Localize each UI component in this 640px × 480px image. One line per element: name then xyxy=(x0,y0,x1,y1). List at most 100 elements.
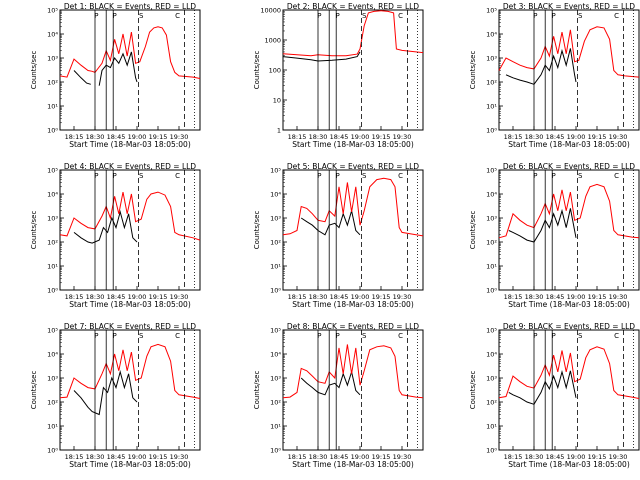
flag-annotation: C xyxy=(175,172,180,180)
x-tick-label: 19:15 xyxy=(588,453,607,461)
y-tick-label: 10¹ xyxy=(486,103,497,111)
series-line-events xyxy=(282,51,361,62)
y-tick-label: 10³ xyxy=(270,375,281,383)
y-tick-label: 10² xyxy=(486,79,497,87)
x-axis-label: Start Time (18-Mar-03 18:05:00) xyxy=(69,300,191,309)
flag-annotation: P xyxy=(533,172,537,180)
chart-title: Det 2: BLACK = Events, RED = LLD xyxy=(287,2,419,11)
chart-title: Det 1: BLACK = Events, RED = LLD xyxy=(64,2,196,11)
x-tick-label: 18:45 xyxy=(107,293,126,301)
y-tick-label: 10⁵ xyxy=(486,327,497,335)
flag-annotation: S xyxy=(578,332,583,340)
y-tick-label: 10⁴ xyxy=(486,351,497,359)
y-tick-label: 10¹ xyxy=(47,263,58,271)
y-tick-label: 10³ xyxy=(486,55,497,63)
x-tick-label: 19:15 xyxy=(588,293,607,301)
chart-title: Det 9: BLACK = Events, RED = LLD xyxy=(503,322,635,331)
y-tick-label: 10⁵ xyxy=(486,167,497,175)
plot-frame xyxy=(498,9,640,131)
flag-annotation: P xyxy=(551,12,555,20)
x-tick-label: 18:15 xyxy=(288,453,307,461)
y-tick-label: 10⁴ xyxy=(486,191,497,199)
y-tick-label: 10⁰ xyxy=(486,127,497,135)
x-tick-label: 18:15 xyxy=(504,293,523,301)
x-tick-label: 19:00 xyxy=(128,453,147,461)
x-tick-label: 19:15 xyxy=(149,293,168,301)
x-tick-label: 19:30 xyxy=(170,453,189,461)
series-line-events xyxy=(300,369,361,396)
chart-title: Det 8: BLACK = Events, RED = LLD xyxy=(287,322,419,331)
x-tick-label: 18:30 xyxy=(86,293,105,301)
series-line-events xyxy=(508,208,577,243)
y-tick-label: 10⁰ xyxy=(486,287,497,295)
y-tick-label: 10⁴ xyxy=(47,191,58,199)
y-tick-label: 10⁵ xyxy=(47,327,58,335)
chart-title: Det 4: BLACK = Events, RED = LLD xyxy=(64,162,196,171)
series-line-lld xyxy=(498,26,640,78)
y-tick-label: 10⁵ xyxy=(47,7,58,15)
x-tick-label: 19:30 xyxy=(393,453,412,461)
series-line-lld xyxy=(282,177,424,237)
flag-annotation: S xyxy=(578,172,583,180)
flag-annotation: S xyxy=(139,12,144,20)
plot-frame xyxy=(498,329,640,451)
y-axis-label: Counts/sec xyxy=(469,51,477,90)
series-line-events xyxy=(73,369,138,416)
y-axis-label: Counts/sec xyxy=(469,211,477,250)
chart-panel-8: Det 8: BLACK = Events, RED = LLD 10⁰ 10¹ 10… xyxy=(253,322,424,469)
flag-annotation: P xyxy=(533,332,537,340)
x-axis-label: Start Time (18-Mar-03 18:05:00) xyxy=(508,300,630,309)
y-tick-label: 1 xyxy=(277,127,281,135)
chart-panel-4: Det 4: BLACK = Events, RED = LLD 10⁰ 10¹ 10… xyxy=(30,162,201,309)
series-line-lld xyxy=(282,10,424,57)
flag-annotation: C xyxy=(398,332,403,340)
y-tick-label: 10¹ xyxy=(486,423,497,431)
x-tick-label: 19:00 xyxy=(351,293,370,301)
flag-annotation: C xyxy=(614,172,619,180)
plot-frame xyxy=(59,9,201,131)
chart-panel-6: Det 6: BLACK = Events, RED = LLD 10⁰ 10¹ 10… xyxy=(469,162,640,309)
chart-title: Det 7: BLACK = Events, RED = LLD xyxy=(64,322,196,331)
y-tick-label: 10² xyxy=(270,399,281,407)
series-line-lld xyxy=(59,191,201,241)
series-line-lld xyxy=(498,346,640,399)
x-tick-label: 18:15 xyxy=(65,133,84,141)
y-tick-label: 10⁴ xyxy=(47,351,58,359)
flag-annotation: P xyxy=(551,172,555,180)
x-axis-label: Start Time (18-Mar-03 18:05:00) xyxy=(69,140,191,149)
x-tick-label: 19:30 xyxy=(609,293,628,301)
x-tick-label: 18:45 xyxy=(546,133,565,141)
y-tick-label: 10⁵ xyxy=(486,7,497,15)
y-axis-label: Counts/sec xyxy=(30,51,38,90)
x-tick-label: 18:45 xyxy=(330,133,349,141)
series-line-events xyxy=(505,48,577,85)
y-tick-label: 10¹ xyxy=(47,103,58,111)
chart-title: Det 3: BLACK = Events, RED = LLD xyxy=(503,2,635,11)
y-axis-label: Counts/sec xyxy=(253,51,261,90)
y-tick-label: 10² xyxy=(47,239,58,247)
y-tick-label: 10⁴ xyxy=(270,351,281,359)
x-tick-label: 18:15 xyxy=(288,293,307,301)
x-tick-label: 18:15 xyxy=(504,453,523,461)
x-tick-label: 18:30 xyxy=(525,453,544,461)
chart-panel-7: Det 7: BLACK = Events, RED = LLD 10⁰ 10¹ 10… xyxy=(30,322,201,469)
x-tick-label: 19:00 xyxy=(567,293,586,301)
x-tick-label: 19:00 xyxy=(128,133,147,141)
flag-annotation: P xyxy=(335,12,339,20)
x-tick-label: 18:30 xyxy=(86,133,105,141)
y-tick-label: 10⁰ xyxy=(270,447,281,455)
x-axis-label: Start Time (18-Mar-03 18:05:00) xyxy=(292,300,414,309)
x-tick-label: 18:30 xyxy=(309,133,328,141)
x-tick-label: 18:30 xyxy=(86,453,105,461)
flag-annotation: S xyxy=(578,12,583,20)
y-tick-label: 10⁴ xyxy=(47,31,58,39)
x-tick-label: 19:30 xyxy=(609,133,628,141)
y-tick-label: 10³ xyxy=(486,215,497,223)
flag-annotation: C xyxy=(175,332,180,340)
x-tick-label: 18:45 xyxy=(107,133,126,141)
x-tick-label: 18:45 xyxy=(546,293,565,301)
y-tick-label: 10⁵ xyxy=(270,167,281,175)
flag-annotation: S xyxy=(362,172,367,180)
y-axis-label: Counts/sec xyxy=(253,371,261,410)
x-tick-label: 18:30 xyxy=(525,133,544,141)
